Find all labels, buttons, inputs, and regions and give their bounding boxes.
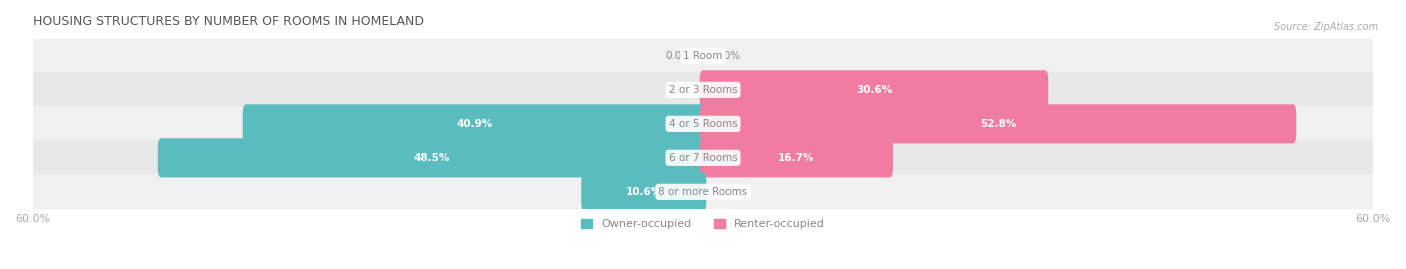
Text: 16.7%: 16.7% — [778, 153, 814, 163]
Text: 30.6%: 30.6% — [856, 85, 891, 95]
Text: HOUSING STRUCTURES BY NUMBER OF ROOMS IN HOMELAND: HOUSING STRUCTURES BY NUMBER OF ROOMS IN… — [32, 15, 423, 28]
Text: 52.8%: 52.8% — [980, 119, 1017, 129]
Text: 10.6%: 10.6% — [626, 187, 662, 197]
Legend: Owner-occupied, Renter-occupied: Owner-occupied, Renter-occupied — [576, 215, 830, 234]
Text: 8 or more Rooms: 8 or more Rooms — [658, 187, 748, 197]
FancyBboxPatch shape — [157, 138, 706, 177]
Text: 0.0%: 0.0% — [714, 51, 741, 61]
FancyBboxPatch shape — [32, 106, 1374, 141]
Text: 2 or 3 Rooms: 2 or 3 Rooms — [669, 85, 737, 95]
FancyBboxPatch shape — [700, 104, 1296, 143]
FancyBboxPatch shape — [32, 140, 1374, 175]
FancyBboxPatch shape — [32, 38, 1374, 73]
FancyBboxPatch shape — [243, 104, 706, 143]
Text: 6 or 7 Rooms: 6 or 7 Rooms — [669, 153, 737, 163]
Text: 48.5%: 48.5% — [413, 153, 450, 163]
Text: Source: ZipAtlas.com: Source: ZipAtlas.com — [1274, 22, 1378, 31]
FancyBboxPatch shape — [700, 70, 1049, 109]
Text: 0.0%: 0.0% — [665, 85, 692, 95]
Text: 0.0%: 0.0% — [665, 51, 692, 61]
FancyBboxPatch shape — [581, 172, 706, 211]
Text: 40.9%: 40.9% — [457, 119, 492, 129]
Text: 4 or 5 Rooms: 4 or 5 Rooms — [669, 119, 737, 129]
Text: 1 Room: 1 Room — [683, 51, 723, 61]
Text: 0.0%: 0.0% — [714, 187, 741, 197]
FancyBboxPatch shape — [700, 138, 893, 177]
FancyBboxPatch shape — [32, 174, 1374, 210]
FancyBboxPatch shape — [32, 72, 1374, 108]
